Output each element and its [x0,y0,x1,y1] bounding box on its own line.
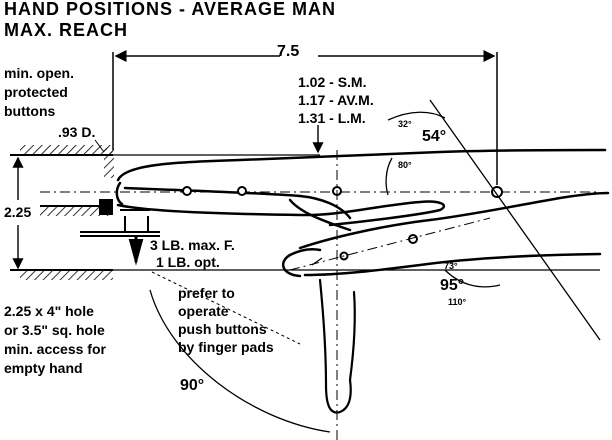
diameter-label: .93 D. [58,124,96,140]
angle-110-label: 110° [448,297,467,307]
optimal-force-label: 1 LB. opt. [156,254,220,270]
hole-note-line1: 2.25 x 4" hole [4,303,94,319]
reach-dimension-label: 7.5 [277,43,300,60]
angle-arcs [149,99,601,433]
angle-90-label: 90° [180,377,205,394]
push-button [80,199,160,266]
angle-54-label: 54° [422,128,447,145]
diagram-title-line2: MAX. REACH [4,20,129,40]
prefer-note-line2: operate [178,303,229,319]
max-force-label: 3 LB. max. F. [150,237,235,253]
hole-note-line3: min. access for [4,341,106,357]
diagram-title-line1: HAND POSITIONS - AVERAGE MAN [4,0,337,19]
thumb-outline [318,278,356,414]
min-open-label-line1: min. open. [4,65,74,81]
finger-width-small: 1.02 - S.M. [298,74,367,90]
hole-note-line4: empty hand [4,360,83,376]
prefer-note-line3: push buttons [178,321,267,337]
height-dimension-label: 2.25 [4,204,32,220]
upper-finger-outline [115,148,607,232]
panel-wall-top [10,145,114,178]
prefer-note-line4: by finger pads [178,339,274,355]
joint-markers [182,186,503,261]
angle-73-label: 73° [444,261,458,271]
finger-width-large: 1.31 - L.M. [298,110,366,126]
angle-32-label: 32° [398,119,412,129]
hole-note-line2: or 3.5" sq. hole [4,322,105,338]
panel-wall-bottom [10,205,600,280]
angle-95-label: 95° [440,277,465,294]
min-open-label-line3: buttons [4,103,56,119]
min-open-label-line2: protected [4,84,68,100]
finger-width-average: 1.17 - AV.M. [298,92,374,108]
angle-80-label: 80° [398,160,412,170]
reach-dimension-line [112,50,498,185]
prefer-note-line1: prefer to [178,285,235,301]
lower-finger-outline [281,191,610,278]
